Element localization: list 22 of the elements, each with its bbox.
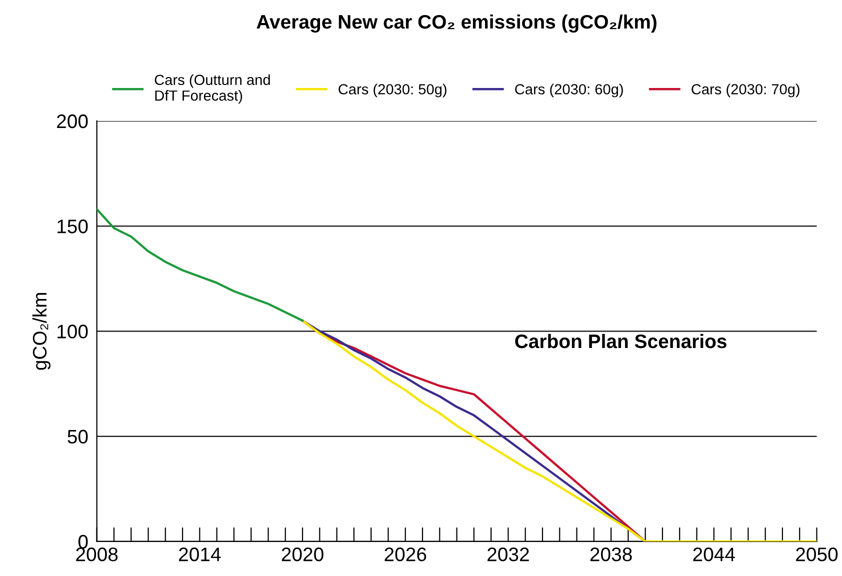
y-tick-label: 50	[68, 430, 88, 444]
x-tick-label: 2008	[76, 548, 118, 562]
y-tick-label: 200	[57, 114, 88, 128]
x-tick-label: 2038	[590, 548, 632, 562]
legend-label: Cars (2030: 70g)	[692, 84, 800, 98]
y-tick-label: 100	[58, 324, 88, 338]
chart-title: Average New car CO₂ emissions (gCO₂/km)	[256, 14, 656, 33]
legend-label: Cars (Outturn and DfT Forecast)	[154, 74, 270, 104]
x-tick-label: 2026	[384, 548, 426, 562]
line-series	[96, 208, 304, 322]
y-tick-label: 0	[78, 534, 88, 549]
x-tick-label: 2020	[282, 548, 324, 562]
annotation: Carbon Plan Scenarios	[515, 334, 726, 348]
x-tick-label: 2014	[179, 548, 221, 562]
x-tick-label: 2050	[796, 548, 838, 562]
x-tick-label: 2032	[488, 548, 529, 562]
legend-label: Cars (2030: 60g)	[515, 84, 623, 98]
x-tick-label: 2044	[693, 548, 735, 562]
legend-label: Cars (2030: 50g)	[338, 84, 446, 98]
y-tick-label: 150	[58, 220, 88, 234]
y-axis-title: gCO₂/km	[32, 293, 50, 370]
line-series	[301, 320, 817, 542]
